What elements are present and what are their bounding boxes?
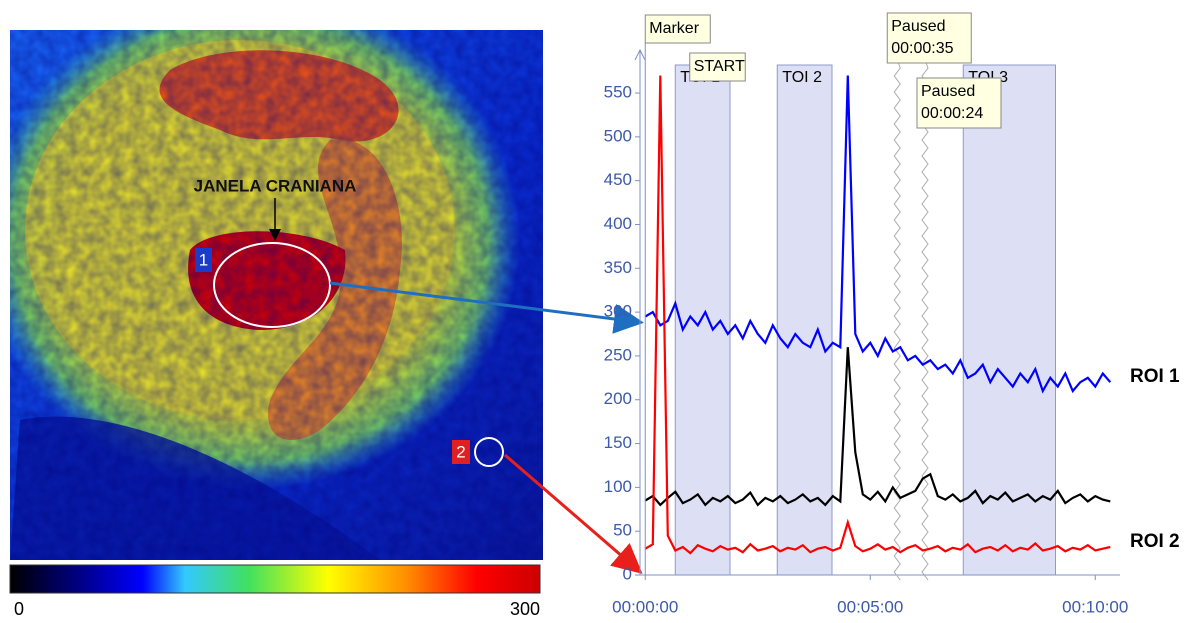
series-line xyxy=(644,75,1112,394)
colorbar-min: 0 xyxy=(14,599,24,619)
toi-label: TOI 2 xyxy=(782,69,822,86)
y-axis-arrow xyxy=(634,48,646,61)
colorbar-max: 300 xyxy=(510,599,540,619)
callout-box xyxy=(916,77,1002,129)
perfusion-image xyxy=(10,30,543,560)
toi-region xyxy=(962,64,1056,576)
y-tick-label: 100 xyxy=(604,477,632,496)
roi-label: 1 xyxy=(199,250,208,269)
y-tick-label: 300 xyxy=(604,302,632,321)
roi-label: 2 xyxy=(456,442,465,461)
pause-line xyxy=(893,59,901,581)
series-line xyxy=(644,347,1111,507)
roi-badge xyxy=(195,248,212,272)
callout-box xyxy=(886,12,972,64)
colorbar xyxy=(9,564,541,594)
callout-box xyxy=(689,52,746,82)
y-tick-label: 50 xyxy=(613,521,632,540)
callout-text: START xyxy=(694,58,745,75)
image-label: JANELA CRANIANA xyxy=(194,176,357,195)
y-tick-label: 500 xyxy=(604,126,632,145)
callout-text: Marker xyxy=(649,20,699,37)
roi-badge xyxy=(452,440,470,464)
callout-text: 00:00:24 xyxy=(921,105,983,122)
y-tick-label: 450 xyxy=(604,170,632,189)
y-tick-label: 550 xyxy=(604,83,632,102)
series-label: ROI 1 xyxy=(1130,366,1180,387)
callout-text: Paused xyxy=(921,83,975,100)
callout-box xyxy=(644,14,711,44)
callout-text: Paused xyxy=(891,18,945,35)
y-tick-label: 200 xyxy=(604,389,632,408)
y-tick-label: 250 xyxy=(604,345,632,364)
series-label: ROI 2 xyxy=(1130,531,1180,552)
x-tick-label: 00:00:00 xyxy=(612,597,678,616)
y-tick-label: 0 xyxy=(623,564,632,583)
series-line xyxy=(644,75,1111,555)
roi-arrow xyxy=(329,281,644,334)
pause-line xyxy=(921,59,929,581)
toi-region xyxy=(674,64,731,576)
x-tick-label: 00:10:00 xyxy=(1062,597,1128,616)
y-tick-label: 150 xyxy=(604,433,632,452)
roi-arrow xyxy=(504,453,643,574)
x-tick-label: 00:05:00 xyxy=(837,597,903,616)
y-tick-label: 400 xyxy=(604,214,632,233)
callout-text: 00:00:35 xyxy=(891,40,953,57)
chart: TOI 1TOI 2TOI 30501001502002503003504004… xyxy=(604,12,1180,616)
toi-region xyxy=(776,64,833,576)
y-tick-label: 350 xyxy=(604,258,632,277)
